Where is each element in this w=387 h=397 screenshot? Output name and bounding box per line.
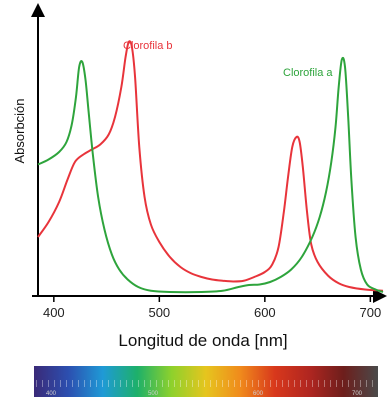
series-label-clorofila-b: Clorofila b (123, 40, 173, 52)
x-tick-label-700: 700 (359, 305, 381, 320)
spectrum-label-500: 500 (148, 391, 159, 397)
x-ticks: 400 500 600 700 (43, 296, 381, 320)
spectrum-label-600: 600 (253, 391, 264, 397)
spectrum-labels: 400 500 600 700 (46, 391, 363, 397)
series-line-clorofila-b (37, 40, 384, 292)
spectrum-scale-ticks (34, 380, 378, 387)
x-tick-label-400: 400 (43, 305, 65, 320)
spectrum-label-700: 700 (352, 391, 363, 397)
series-line-clorofila-a (37, 56, 384, 294)
x-tick-label-600: 600 (254, 305, 276, 320)
x-tick-label-500: 500 (148, 305, 170, 320)
spectrum-label-400: 400 (46, 391, 57, 397)
y-axis-title: Absorbción (12, 98, 27, 163)
x-axis-title: Longitud de onda [nm] (118, 331, 287, 350)
series-label-clorofila-a: Clorofila a (283, 67, 333, 79)
